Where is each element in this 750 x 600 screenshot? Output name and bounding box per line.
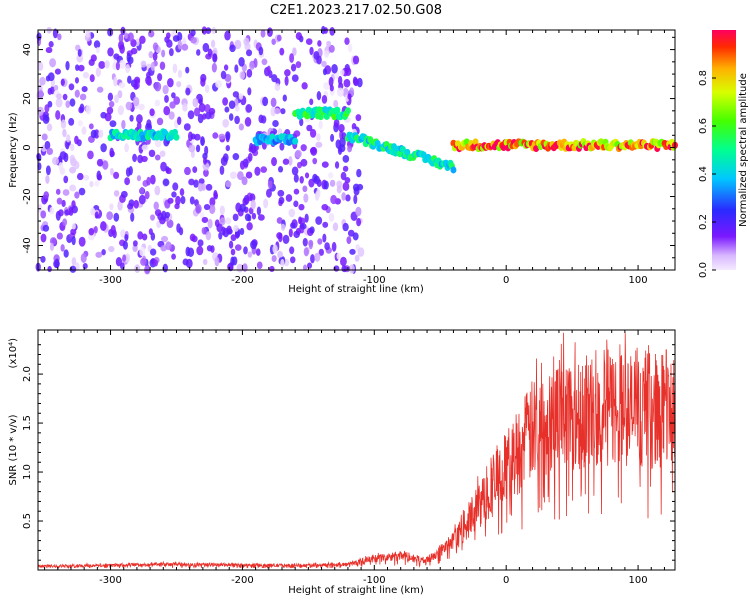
x-tick-label: 100 <box>629 275 648 286</box>
x-tick-label: 100 <box>629 575 648 586</box>
snr-y-label: SNR (10 * v/v) <box>8 414 19 485</box>
spectral-feature-ridge-1 <box>107 128 180 142</box>
spectrogram-x-ticks: -300 -200 -100 0 100 <box>44 30 665 286</box>
spectral-feature-ridge-2 <box>252 133 299 147</box>
snr-multiplier: (x10⁴) <box>8 338 19 369</box>
x-tick-label: 0 <box>503 275 509 286</box>
colorbar-tick-label: 0.0 <box>698 262 709 278</box>
x-tick-label: -300 <box>99 575 122 586</box>
spectrogram-x-label: Height of straight line (km) <box>288 284 424 295</box>
x-tick-label: -300 <box>99 275 122 286</box>
x-tick-label: -200 <box>231 575 254 586</box>
snr-marks <box>37 332 676 570</box>
snr-series-line <box>37 332 676 570</box>
colorbar-gradient <box>712 30 736 270</box>
spectrogram-y-ticks: -40 -20 0 20 40 <box>22 36 675 271</box>
y-tick-label: 0 <box>22 144 33 150</box>
y-tick-label: 1.0 <box>22 464 33 480</box>
spectrogram-frame <box>37 29 676 271</box>
spectrogram-y-label: Frequency (Hz) <box>8 112 19 188</box>
y-tick-label: -20 <box>22 188 33 204</box>
spectral-feature-ridge-4 <box>344 131 457 174</box>
colorbar-ticks: 0.0 0.2 0.4 0.6 0.8 <box>698 70 716 278</box>
spectral-feature-noise-left <box>35 25 365 275</box>
x-tick-label: 0 <box>503 575 509 586</box>
snr-frame <box>37 329 676 571</box>
x-tick-label: -200 <box>231 275 254 286</box>
x-tick-label: -100 <box>363 275 386 286</box>
colorbar-tick-label: 0.6 <box>698 118 709 134</box>
colorbar-tick-label: 0.8 <box>698 70 709 86</box>
y-tick-label: 20 <box>22 92 33 105</box>
colorbar: 0.0 0.2 0.4 0.6 0.8 Normalized spectral ampl… <box>698 30 749 278</box>
colorbar-tick-label: 0.4 <box>698 166 709 182</box>
figure-title: C2E1.2023.217.02.50.G08 <box>270 3 442 18</box>
snr-y-ticks: 0.5 1.0 1.5 2.0 <box>22 344 675 561</box>
colorbar-tick-label: 0.2 <box>698 214 709 230</box>
snr-x-label: Height of straight line (km) <box>288 585 424 596</box>
y-tick-label: 40 <box>22 43 33 56</box>
spectral-feature-ridge-3 <box>292 106 351 121</box>
x-tick-label: -100 <box>363 575 386 586</box>
y-tick-label: -40 <box>22 237 33 253</box>
y-tick-label: 0.5 <box>22 513 33 529</box>
snr-panel: -300 -200 -100 0 100 0.5 1.0 1.5 2.0 Height of … <box>8 329 676 596</box>
spectral-feature-ridge-5 <box>450 138 678 153</box>
colorbar-label: Normalized spectral amplitude <box>738 73 749 227</box>
y-tick-label: 1.5 <box>22 415 33 431</box>
spectrogram-marks <box>35 25 678 275</box>
snr-x-ticks: -300 -200 -100 0 100 <box>44 330 665 586</box>
y-tick-label: 2.0 <box>22 366 33 382</box>
